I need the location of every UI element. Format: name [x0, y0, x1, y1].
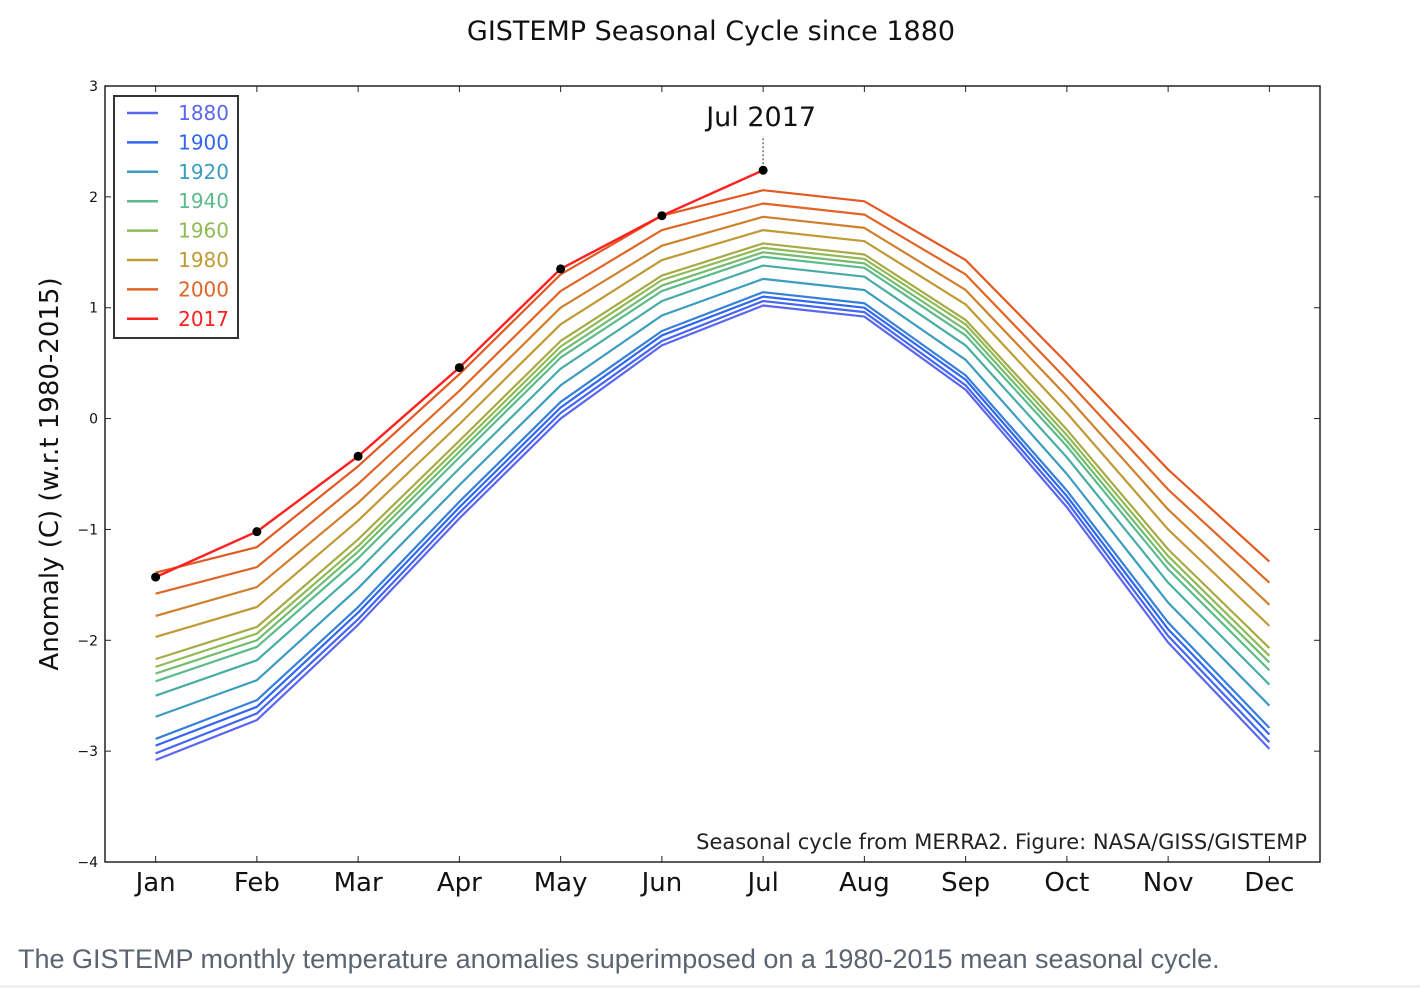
credit-annotation: Seasonal cycle from MERRA2. Figure: NASA…	[696, 830, 1307, 854]
data-point-2017-Apr	[454, 363, 464, 373]
series-layer	[151, 165, 1271, 762]
x-tick-label: Mar	[334, 868, 383, 898]
series-line-7	[155, 251, 1271, 675]
x-tick-label: Jan	[134, 868, 176, 898]
x-tick-label: Feb	[234, 868, 280, 898]
legend-label-1880: 1880	[178, 101, 229, 125]
series-line-10	[155, 229, 1271, 639]
series-line-13	[155, 189, 1271, 574]
seasonal-cycle-chart: GISTEMP Seasonal Cycle since 1880 Anomal…	[35, 16, 1321, 898]
x-tick-label: Jun	[640, 868, 683, 898]
chart-title: GISTEMP Seasonal Cycle since 1880	[467, 16, 955, 47]
axis-ticks: Jan Feb Mar Apr May Jun Jul Aug Sep Oct Nov Dec 3 2 1 0…	[77, 79, 1320, 898]
data-point-2017-Jul	[758, 165, 768, 175]
series-line-0	[155, 304, 1271, 762]
legend-label-2017: 2017	[178, 307, 229, 331]
y-axis-label: Anomaly (C) (w.r.t 1980-2015)	[35, 277, 65, 670]
annotation-jul-2017: Jul 2017	[704, 102, 816, 133]
x-tick-label: Nov	[1143, 868, 1194, 898]
series-line-1	[155, 299, 1271, 755]
y-tick-label: −2	[77, 633, 98, 649]
y-tick-label: 3	[89, 79, 98, 95]
x-tick-label: Sep	[941, 868, 990, 898]
legend: 1880 1900 1920 1940 1960 1980 2000 2017	[113, 95, 239, 339]
legend-label-1940: 1940	[178, 189, 229, 213]
series-line-11	[155, 215, 1271, 617]
y-tick-label: −1	[77, 522, 98, 538]
series-line-9	[155, 242, 1271, 661]
data-point-2017-Feb	[252, 527, 262, 537]
plot-frame	[104, 85, 1321, 863]
legend-label-1960: 1960	[178, 219, 229, 243]
legend-label-1920: 1920	[178, 160, 229, 184]
y-tick-label: −4	[77, 855, 98, 871]
series-line-8	[155, 246, 1271, 668]
data-point-2017-May	[556, 264, 566, 274]
data-point-2017-Jan	[151, 572, 161, 582]
divider	[0, 985, 1420, 988]
x-tick-label: May	[534, 868, 588, 898]
y-tick-label: 2	[89, 190, 98, 206]
y-tick-label: 0	[89, 412, 98, 428]
legend-label-1980: 1980	[178, 248, 229, 272]
figure-caption: The GISTEMP monthly temperature anomalie…	[18, 944, 1220, 974]
series-line-2	[155, 295, 1271, 747]
legend-label-2000: 2000	[178, 277, 229, 301]
x-tick-label: Jul	[745, 868, 778, 898]
x-tick-label: Dec	[1244, 868, 1294, 898]
annotations: Jul 2017 Seasonal cycle from MERRA2. Fig…	[696, 102, 1307, 854]
data-point-2017-Jun	[657, 211, 667, 221]
y-tick-label: −3	[77, 744, 98, 760]
legend-label-1900: 1900	[178, 130, 229, 154]
x-tick-label: Aug	[839, 868, 890, 898]
series-line-5	[155, 264, 1271, 697]
series-line-6	[155, 255, 1271, 683]
series-line-4	[155, 277, 1271, 718]
x-tick-label: Apr	[437, 868, 482, 898]
y-tick-label: 1	[89, 301, 98, 317]
series-line-12	[155, 202, 1271, 595]
x-tick-label: Oct	[1044, 868, 1089, 898]
data-point-2017-Mar	[353, 451, 363, 461]
legend-box	[113, 95, 239, 339]
series-line-3	[155, 291, 1271, 740]
